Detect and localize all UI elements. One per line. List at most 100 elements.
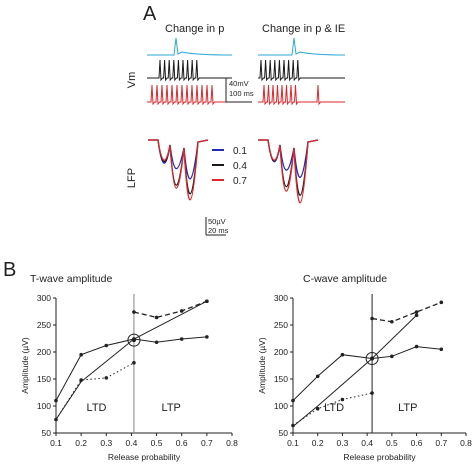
lfp-traces	[148, 139, 319, 204]
lfp-trace-0-1	[258, 139, 319, 178]
y-tick-label: 100	[37, 401, 51, 411]
panel-a-label: A	[143, 3, 157, 25]
y-tick-label: 50	[42, 428, 52, 438]
data-point	[154, 340, 159, 345]
data-point	[291, 398, 295, 403]
x-tick-label: 0.4	[126, 438, 138, 448]
x-tick-label: 0.1	[50, 438, 62, 448]
data-point	[205, 299, 209, 304]
panel-b-label: B	[3, 259, 16, 281]
ltp-label: LTP	[398, 402, 417, 414]
vm-scale-bar	[225, 78, 252, 103]
x-tick-label: 0.7	[435, 438, 447, 448]
y-tick-label: 100	[274, 401, 288, 411]
chart-title: T-wave amplitude	[30, 273, 112, 285]
data-point	[390, 354, 394, 359]
col-left-title: Change in p	[165, 23, 224, 35]
x-tick-label: 0.2	[312, 438, 324, 448]
vm-trace-red	[147, 84, 232, 106]
x-tick-label: 0.2	[75, 438, 87, 448]
y-tick-label: 150	[274, 374, 288, 384]
col-right-title: Change in p & IE	[262, 23, 345, 35]
data-point	[132, 310, 136, 314]
y-tick-label: 300	[274, 293, 288, 303]
x-tick-label: 0.3	[100, 438, 112, 448]
y-tick-label: 50	[279, 428, 289, 438]
data-point	[370, 391, 374, 395]
y-axis-label: Amplitude (µV)	[20, 337, 30, 394]
data-point	[54, 398, 58, 403]
vm-trace-cyan	[258, 37, 346, 56]
lfp-scale-time: 20 ms	[208, 226, 229, 235]
t-wave-chart: T-wave amplitude 50 100 150 200 250 300 0.1 0.2 0…	[20, 273, 238, 462]
data-point	[414, 313, 419, 318]
x-tick-label: 0.8	[226, 438, 238, 448]
data-point	[104, 343, 109, 348]
data-point	[414, 310, 419, 314]
lfp-trace-0-7	[258, 139, 319, 204]
data-point	[291, 423, 295, 428]
x-axis-label: Release probability	[108, 452, 181, 462]
data-point	[340, 352, 345, 357]
y-tick-label: 300	[37, 293, 51, 303]
legend-label: 0.1	[233, 146, 247, 157]
x-tick-label: 0.5	[151, 438, 163, 448]
crossing-marker	[365, 351, 379, 365]
series-line	[133, 300, 208, 319]
y-tick-label: 150	[37, 374, 51, 384]
series-line	[55, 336, 207, 401]
x-tick-label: 0.8	[460, 438, 472, 448]
y-tick-label: 200	[37, 347, 51, 357]
c-wave-chart: C-wave amplitude 50 100 150 200 250 300 0.1 0.2 0…	[257, 273, 472, 462]
x-tick-label: 0.1	[287, 438, 299, 448]
data-point	[205, 335, 209, 339]
x-tick-label: 0.5	[386, 438, 398, 448]
data-point	[370, 316, 374, 321]
vm-trace-red	[258, 84, 345, 106]
lfp-trace-0-1	[148, 139, 209, 180]
vm-label: Vm	[126, 72, 138, 89]
series-line	[371, 301, 442, 323]
data-point	[104, 376, 109, 380]
vm-trace-black	[147, 59, 232, 82]
lfp-label: LFP	[126, 168, 138, 188]
series-line	[292, 358, 373, 427]
lfp-legend: 0.1 0.4 0.7	[212, 146, 247, 187]
x-axis-label: Release probability	[343, 452, 416, 462]
lfp-trace-0-7	[148, 139, 209, 201]
data-point	[79, 352, 83, 357]
ltd-label: LTD	[324, 402, 344, 414]
legend-label: 0.4	[233, 161, 247, 172]
series-line	[133, 300, 208, 340]
ltp-label: LTP	[162, 402, 181, 414]
data-point	[79, 378, 83, 382]
legend-label: 0.7	[233, 176, 247, 187]
vm-trace-black	[258, 59, 345, 82]
y-axis-label: Amplitude (µV)	[257, 337, 267, 394]
y-tick-label: 250	[37, 320, 51, 330]
data-point	[315, 406, 320, 411]
data-point	[132, 361, 136, 365]
ltd-label: LTD	[87, 402, 107, 414]
data-point	[439, 347, 444, 352]
data-point	[179, 337, 184, 341]
lfp-scale-bar	[205, 217, 226, 236]
crossing-point	[370, 356, 375, 361]
vm-scale-voltage: 40mV	[229, 79, 249, 88]
data-point	[414, 344, 419, 349]
vm-traces	[147, 37, 346, 106]
x-tick-label: 0.3	[337, 438, 349, 448]
series-line	[371, 314, 417, 359]
data-point	[154, 315, 159, 320]
data-point	[54, 417, 58, 422]
chart-title: C-wave amplitude	[303, 273, 387, 285]
data-point	[315, 374, 320, 379]
x-tick-label: 0.6	[411, 438, 423, 448]
x-tick-label: 0.4	[361, 438, 373, 448]
crossing-marker	[127, 333, 141, 347]
lfp-scale-voltage: 50µV	[208, 217, 226, 226]
data-point	[179, 309, 184, 313]
y-tick-label: 250	[274, 320, 288, 330]
vm-trace-cyan	[147, 37, 233, 56]
